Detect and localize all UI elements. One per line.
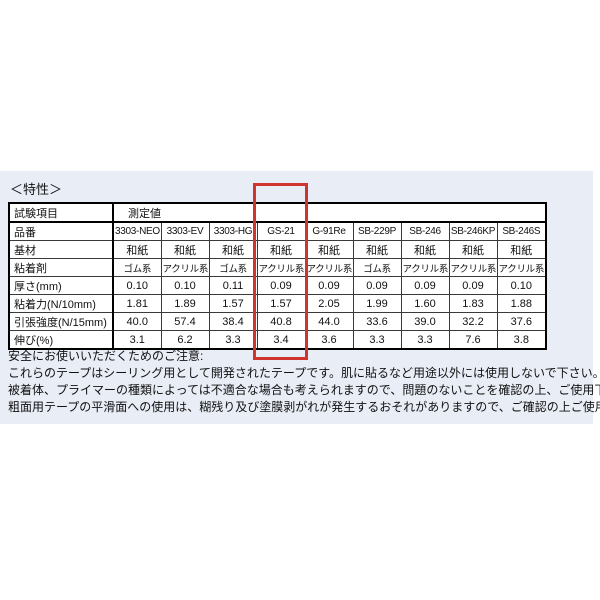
spec-cell: 2.05 [304, 294, 354, 313]
measured-value-header-cell: 測定値 [112, 202, 547, 223]
spec-cell: 0.09 [448, 276, 498, 295]
spec-cell: 和紙 [304, 240, 354, 259]
spec-cell: 0.10 [112, 276, 162, 295]
spec-cell: 1.83 [448, 294, 498, 313]
spec-cell: 和紙 [256, 240, 306, 259]
spec-cell: 和紙 [448, 240, 498, 259]
row-label: 粘着力(N/10mm) [8, 294, 114, 313]
spec-cell: 3.4 [256, 330, 306, 350]
spec-cell: 37.6 [496, 312, 547, 331]
safety-notes-heading: 安全にお使いいただくためのご注意: [8, 349, 204, 363]
spec-cell: 和紙 [208, 240, 258, 259]
row-label: 粘着剤 [8, 258, 114, 277]
spec-cell: 和紙 [352, 240, 402, 259]
safety-note-line: これらのテープはシーリング用として開発されたテープです。肌に貼るなど用途以外には… [8, 366, 600, 380]
spec-cell: 39.0 [400, 312, 450, 331]
table-row-base-material: 基材 和紙 和紙 和紙 和紙 和紙 和紙 和紙 和紙 和紙 [8, 240, 547, 259]
row-label: 厚さ(mm) [8, 276, 114, 295]
spec-cell: 3.3 [352, 330, 402, 350]
spec-cell: 32.2 [448, 312, 498, 331]
spec-cell: 3.8 [496, 330, 547, 350]
spec-cell: 3.3 [208, 330, 258, 350]
spec-cell: アクリル系 [160, 258, 210, 277]
spec-cell: 0.09 [400, 276, 450, 295]
safety-note-line: 被着体、プライマーの種類によっては不適合な場合も考えられますので、問題のないこと… [8, 383, 600, 397]
row-label: 品番 [8, 221, 114, 241]
spec-cell: 1.81 [112, 294, 162, 313]
spec-cell: 0.10 [160, 276, 210, 295]
spec-cell: 38.4 [208, 312, 258, 331]
spec-cell: アクリル系 [304, 258, 354, 277]
row-label: 基材 [8, 240, 114, 259]
spec-cell: 44.0 [304, 312, 354, 331]
spec-cell: 40.8 [256, 312, 306, 331]
spec-cell: 57.4 [160, 312, 210, 331]
spec-cell: 和紙 [400, 240, 450, 259]
table-row-elongation: 伸び(%) 3.1 6.2 3.3 3.4 3.6 3.3 3.3 7.6 3.… [8, 330, 547, 350]
spec-cell: アクリル系 [400, 258, 450, 277]
spec-cell: アクリル系 [496, 258, 547, 277]
product-name-cell: 3303-NEO [112, 221, 162, 241]
spec-cell: 1.60 [400, 294, 450, 313]
spec-cell: 3.3 [400, 330, 450, 350]
spec-cell: 0.10 [496, 276, 547, 295]
spec-cell: 6.2 [160, 330, 210, 350]
section-title: ＜特性＞ [10, 182, 63, 197]
corner-header-cell: 試験項目 [8, 202, 114, 223]
product-name-cell: SB-246KP [448, 221, 498, 241]
spec-cell: 和紙 [160, 240, 210, 259]
spec-cell: 3.1 [112, 330, 162, 350]
spec-cell: ゴム系 [112, 258, 162, 277]
highlight-box [253, 183, 308, 360]
spec-cell: 0.09 [304, 276, 354, 295]
product-name-cell: SB-229P [352, 221, 402, 241]
table-row-tensile-strength: 引張強度(N/15mm) 40.0 57.4 38.4 40.8 44.0 33… [8, 312, 547, 331]
spec-cell: 1.89 [160, 294, 210, 313]
spec-table: 試験項目 測定値 品番 3303-NEO 3303-EV 3303-HG GS-… [8, 202, 548, 350]
spec-cell: 33.6 [352, 312, 402, 331]
row-label: 引張強度(N/15mm) [8, 312, 114, 331]
safety-note-line: 粗面用テープの平滑面への使用は、糊残り及び塗膜剥がれが発生するおそれがありますの… [8, 400, 600, 414]
spec-cell: アクリル系 [448, 258, 498, 277]
spec-cell: 1.88 [496, 294, 547, 313]
spec-cell: 7.6 [448, 330, 498, 350]
product-name-cell: 3303-HG [208, 221, 258, 241]
spec-cell: 和紙 [496, 240, 547, 259]
spec-cell: 1.99 [352, 294, 402, 313]
row-label: 伸び(%) [8, 330, 114, 350]
table-row-adhesive: 粘着剤 ゴム系 アクリル系 ゴム系 アクリル系 アクリル系 ゴム系 アクリル系 … [8, 258, 547, 277]
spec-cell: 和紙 [112, 240, 162, 259]
table-header-row: 試験項目 測定値 [8, 202, 547, 223]
product-name-cell: G-91Re [304, 221, 354, 241]
product-name-cell: 3303-EV [160, 221, 210, 241]
product-name-cell: SB-246 [400, 221, 450, 241]
spec-cell: ゴム系 [352, 258, 402, 277]
spec-cell: 0.09 [352, 276, 402, 295]
safety-notes: 安全にお使いいただくためのご注意: これらのテープはシーリング用として開発された… [8, 348, 600, 416]
product-name-cell: SB-246S [496, 221, 547, 241]
table-row-adhesion-strength: 粘着力(N/10mm) 1.81 1.89 1.57 1.57 2.05 1.9… [8, 294, 547, 313]
spec-cell: ゴム系 [208, 258, 258, 277]
spec-cell: 1.57 [208, 294, 258, 313]
spec-cell: 40.0 [112, 312, 162, 331]
spec-cell: 3.6 [304, 330, 354, 350]
spec-cell: 0.11 [208, 276, 258, 295]
